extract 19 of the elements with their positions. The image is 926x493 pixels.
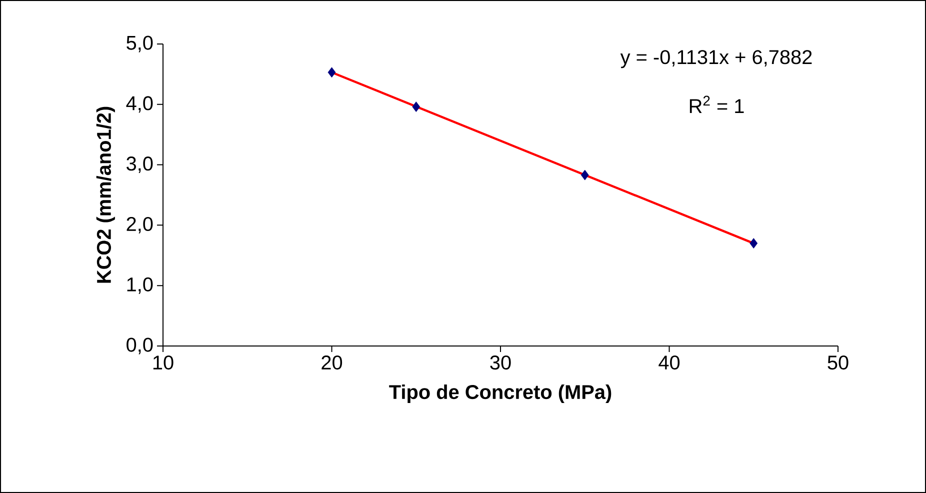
y-tick-label: 3,0 — [126, 156, 153, 174]
x-tick-label: 10 — [153, 356, 174, 370]
point — [328, 67, 336, 78]
point — [412, 102, 420, 112]
y-tick-label: 0,0 — [126, 338, 153, 354]
annotation: y = -0,1131x + 6,7882 — [620, 50, 812, 68]
y-tick-label: 4,0 — [126, 96, 153, 113]
point — [580, 170, 589, 180]
y-tick-label: 1,0 — [127, 277, 153, 294]
x-axis-title: Tipo de Concreto (MPa) — [389, 384, 612, 404]
x-tick-label: 20 — [322, 356, 342, 370]
x-tick-label: 50 — [828, 356, 848, 370]
y-tick-label: 2,0 — [126, 216, 153, 234]
annotation: R$^{2}$ = 1 — [690, 96, 744, 114]
y-axis-title: KCO2 (mm/ano1/2) — [96, 106, 115, 283]
point — [750, 238, 758, 249]
y-tick-label: 5,0 — [126, 36, 153, 52]
x-tick-label: 40 — [658, 356, 680, 370]
x-tick-label: 30 — [490, 356, 511, 370]
